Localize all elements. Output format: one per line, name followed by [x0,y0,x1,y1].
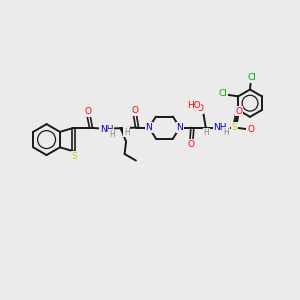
Text: N: N [176,123,183,132]
Text: H: H [203,128,209,137]
Text: Cl: Cl [218,89,227,98]
Text: H: H [224,128,229,137]
Text: O: O [188,140,195,149]
Text: N: N [146,123,153,132]
Text: S: S [232,123,237,132]
Text: H: H [109,130,115,139]
Text: O: O [235,107,242,116]
Text: N: N [146,123,152,132]
Text: Cl: Cl [248,74,257,82]
Text: O: O [131,106,138,116]
Text: O: O [84,107,91,116]
Text: O: O [196,104,203,113]
Text: S: S [71,152,77,161]
Text: NH: NH [100,125,113,134]
Text: NH: NH [214,123,227,132]
Text: H: H [124,128,130,136]
Text: O: O [247,124,254,134]
Text: HO: HO [187,101,201,110]
